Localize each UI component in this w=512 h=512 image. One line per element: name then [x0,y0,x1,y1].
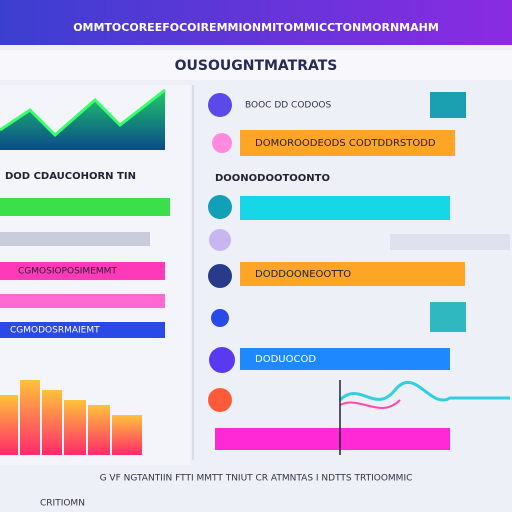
bar [0,232,150,246]
banner [0,0,512,45]
bar-chart [0,380,142,455]
footer-text: G VF NGTANTIIN FTTI MMTT TNIUT CR ATMNTA… [100,474,413,484]
line-chart [339,399,401,410]
row-label: DODDOONEOOTTO [255,269,351,280]
row-label: CGMOSIOPOSIMEMMT [18,267,117,277]
row-label: DOD CDAUCOHORN TIN [5,171,136,182]
row-label: CGMODOSRMAIEMT [10,326,100,336]
row-label: DODUOCOD [255,354,316,365]
footer-text: CRITIOMN [40,499,85,509]
bar [0,322,165,338]
bar [0,262,165,280]
title-bar [0,50,512,80]
row-label: DOONODOOTOONTO [215,173,330,184]
bar [240,196,450,220]
row-label: DOMOROODEODS CODTDDRSTODD [255,138,436,149]
bar [240,348,450,370]
bar [0,294,165,308]
bar [390,234,510,250]
icons [208,92,466,412]
area-chart [0,90,165,150]
line-chart [338,381,510,402]
banner-text: OMMTOCOREEFOCOIREMMIONMITOMMICCTONMORNMA… [73,21,439,34]
bar [0,198,170,216]
title: OUSOUGNTMATRATS [175,58,338,74]
line-chart [0,88,166,138]
bar [215,428,450,450]
bar [240,130,455,156]
bar [240,262,465,286]
row-label: BOOC DD CODOOS [245,101,332,111]
